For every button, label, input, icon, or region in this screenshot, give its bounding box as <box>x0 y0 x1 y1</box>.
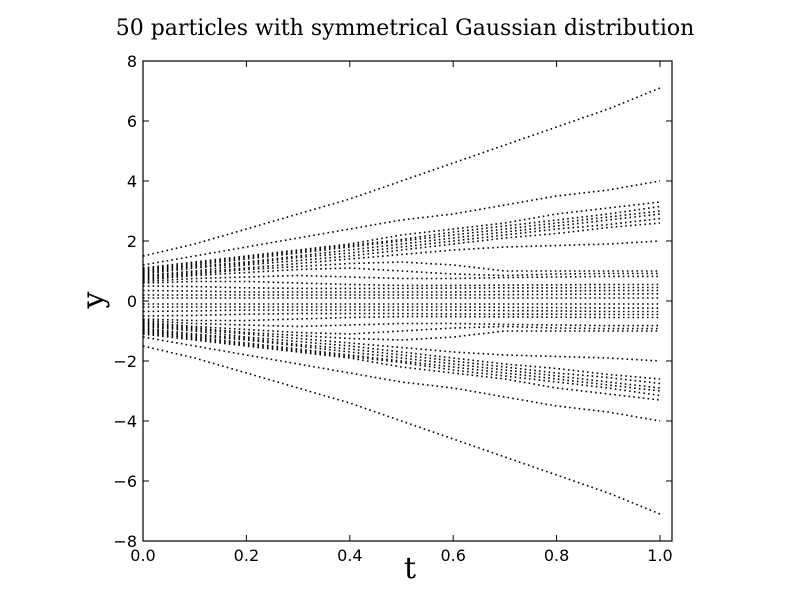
y-tick-label: −6 <box>113 472 137 491</box>
particle-trajectory <box>142 315 660 322</box>
y-tick-label: −2 <box>113 352 137 371</box>
particle-trajectory <box>142 327 661 385</box>
particle-trajectory <box>142 289 660 293</box>
particle-trajectory <box>142 217 661 275</box>
particle-trajectory <box>142 201 661 269</box>
particle-trajectory <box>142 325 661 380</box>
x-axis-label: t <box>404 551 416 586</box>
particle-trajectory <box>142 261 660 280</box>
particle-trajectory <box>142 222 661 277</box>
particle-trajectory <box>142 309 660 313</box>
chart-title: 50 particles with symmetrical Gaussian d… <box>116 16 695 41</box>
y-axis-label: y <box>76 291 111 309</box>
x-tick-label: 0.4 <box>337 546 362 565</box>
particle-trajectory <box>142 274 660 283</box>
x-tick-label: 0.6 <box>440 546 465 565</box>
particle-trajectory <box>142 345 661 515</box>
particle-trajectory <box>143 293 661 296</box>
particle-trajectory <box>142 180 661 266</box>
x-tick-label: 1.0 <box>647 546 672 565</box>
particle-trajectory <box>142 328 661 389</box>
particle-trajectory <box>142 210 661 272</box>
y-tick-label: 0 <box>127 292 137 311</box>
y-tick-label: 8 <box>127 52 137 71</box>
plot-frame <box>142 60 673 542</box>
y-tick-label: −8 <box>113 532 137 551</box>
particle-trajectory <box>142 321 660 335</box>
particle-trajectory <box>143 306 661 309</box>
y-tick-label: 2 <box>127 232 137 251</box>
particle-trajectory <box>142 312 660 317</box>
y-axis: −8 −6 −4 −2 0 2 4 6 8 <box>113 52 672 551</box>
particle-trajectory <box>142 319 660 328</box>
y-tick-label: −4 <box>113 412 137 431</box>
x-tick-label: 0.2 <box>234 546 259 565</box>
particle-trajectory <box>142 285 660 290</box>
plot-lines <box>142 87 661 515</box>
x-tick-label: 0.8 <box>544 546 569 565</box>
particle-trajectory <box>142 324 661 362</box>
particle-trajectory <box>142 213 661 274</box>
x-tick-label: 0.0 <box>130 546 155 565</box>
particle-trajectory <box>142 87 661 257</box>
particle-trajectory <box>142 280 660 287</box>
particle-trajectory <box>142 330 661 392</box>
particle-trajectory <box>142 322 660 341</box>
particle-trajectory <box>142 333 661 401</box>
y-tick-label: 4 <box>127 172 137 191</box>
y-tick-label: 6 <box>127 112 137 131</box>
particle-trajectory <box>142 331 661 397</box>
x-axis: 0.0 0.2 0.4 0.6 0.8 1.0 <box>130 61 673 565</box>
particle-trajectory <box>142 336 661 422</box>
particle-trajectory <box>142 205 661 271</box>
particle-trajectory <box>142 240 661 278</box>
particle-trajectory <box>142 267 660 281</box>
